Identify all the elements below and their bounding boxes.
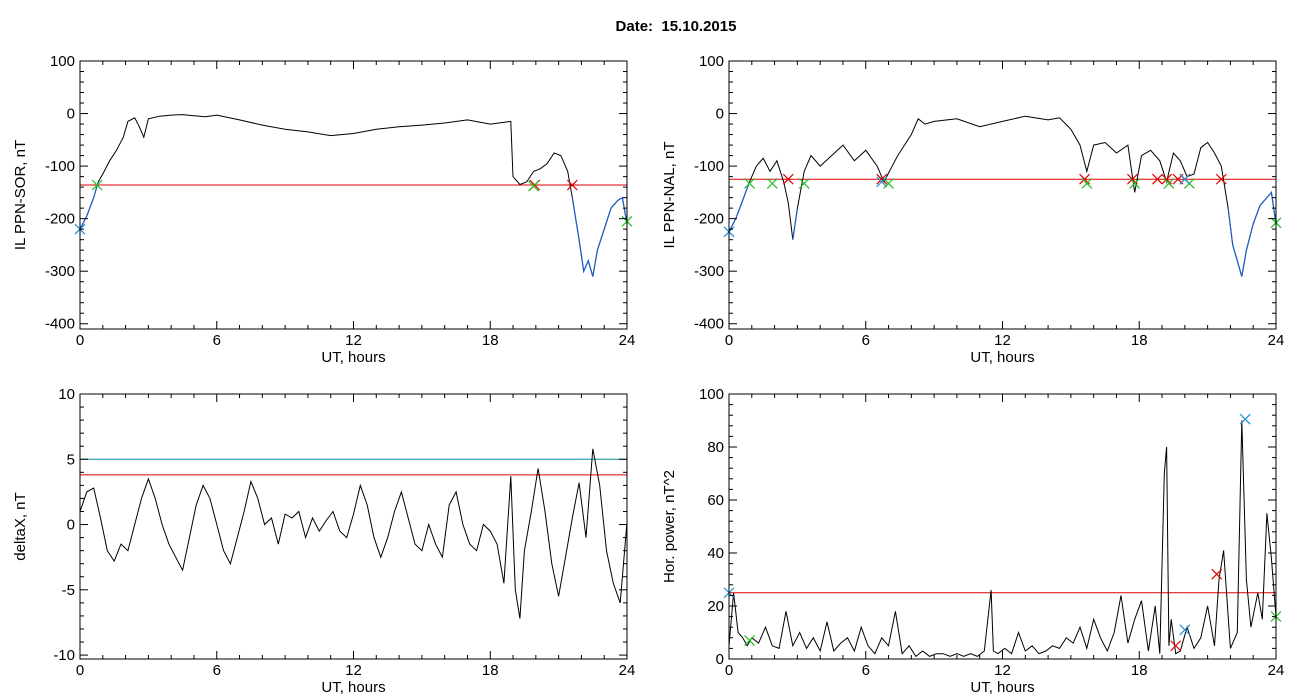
marker-green <box>883 178 894 189</box>
y-tick-label: -200 <box>694 211 724 228</box>
plot-frame <box>728 393 1277 660</box>
marker-green <box>528 180 539 192</box>
y-tick-label: 0 <box>716 651 724 668</box>
y-axis-label: IL PPN-SOR, nT <box>12 140 29 250</box>
marker-green <box>744 178 755 189</box>
x-axis-label: UT, hours <box>970 679 1034 696</box>
marker-green <box>91 179 103 191</box>
y-axis-label: IL PPN-NAL, nT <box>661 142 678 249</box>
x-axis-label: UT, hours <box>321 349 385 366</box>
marker-blue <box>1239 413 1251 425</box>
page-title: Date: 15.10.2015 <box>615 18 737 35</box>
series-line <box>728 420 1277 658</box>
x-tick-label: 6 <box>862 332 870 349</box>
series-segment-highlight <box>792 208 798 240</box>
y-tick-label: 10 <box>58 386 75 403</box>
x-tick-label: 12 <box>345 332 362 349</box>
series-line <box>79 448 628 619</box>
marker-green <box>744 635 755 646</box>
marker-green <box>766 178 778 189</box>
chart-panel-1: 0 6 12 18 24 100 0 -100 -200 -300 -400 UT, hours IL … <box>12 53 635 366</box>
x-tick-label: 18 <box>482 662 499 679</box>
marker-red <box>566 179 578 191</box>
x-axis-label: UT, hours <box>970 349 1034 366</box>
series-line <box>79 114 628 277</box>
marker-red <box>782 173 794 185</box>
y-tick-label: 0 <box>67 106 75 123</box>
x-tick-label: 18 <box>482 332 499 349</box>
series-line <box>728 115 1277 277</box>
x-tick-label: 0 <box>725 332 733 349</box>
y-tick-label: 60 <box>707 492 724 509</box>
x-tick-label: 12 <box>994 332 1011 349</box>
y-tick-label: 80 <box>707 439 724 456</box>
y-tick-label: 40 <box>707 545 724 562</box>
y-tick-label: 5 <box>67 451 75 468</box>
marker-blue <box>1179 173 1191 185</box>
x-tick-label: 24 <box>1268 332 1285 349</box>
chart-panel-3: 0 6 12 18 24 10 5 0 -5 -10 UT, hours deltaX, nT <box>12 386 635 696</box>
plot-frame <box>728 60 1277 330</box>
y-axis-label: deltaX, nT <box>12 492 29 560</box>
y-tick-label: 100 <box>699 53 724 70</box>
marker-red <box>1152 173 1163 185</box>
series-segment-highlight <box>1227 191 1277 277</box>
x-tick-label: 0 <box>725 662 733 679</box>
marker-green <box>798 178 810 189</box>
x-tick-label: 24 <box>619 332 636 349</box>
x-axis-label: UT, hours <box>321 679 385 696</box>
x-tick-label: 24 <box>1268 662 1285 679</box>
marker-blue <box>1179 624 1191 636</box>
y-tick-label: -200 <box>45 211 75 228</box>
y-axis-label: Hor. power, nT^2 <box>661 470 678 583</box>
y-tick-label: -400 <box>45 316 75 333</box>
y-tick-label: -300 <box>45 263 75 280</box>
marker-red <box>876 173 888 185</box>
plot-frame <box>79 393 628 660</box>
x-tick-label: 24 <box>619 662 636 679</box>
marker-red <box>1215 173 1227 185</box>
marker-green <box>1129 178 1141 189</box>
x-tick-label: 6 <box>862 662 870 679</box>
series-segment-highlight <box>571 196 628 277</box>
chart-panel-4: 0 6 12 18 24 100 80 60 40 20 0 UT, hours Hor. power,… <box>661 386 1284 696</box>
chart-panel-2: 0 6 12 18 24 100 0 -100 -200 -300 -400 UT, hours IL … <box>661 53 1284 366</box>
marker-green <box>1163 178 1175 189</box>
y-tick-label: 20 <box>707 598 724 615</box>
marker-red <box>1170 640 1182 652</box>
series-segment-highlight <box>79 181 99 230</box>
marker-red <box>1211 568 1223 580</box>
y-tick-label: 100 <box>50 53 75 70</box>
x-tick-label: 12 <box>994 662 1011 679</box>
y-tick-label: -5 <box>62 582 75 599</box>
x-tick-label: 0 <box>76 662 84 679</box>
x-tick-label: 18 <box>1131 332 1148 349</box>
y-tick-label: -400 <box>694 316 724 333</box>
x-tick-label: 12 <box>345 662 362 679</box>
y-tick-label: -100 <box>694 158 724 175</box>
x-tick-label: 18 <box>1131 662 1148 679</box>
plot-frame <box>79 60 628 330</box>
y-tick-label: 100 <box>699 386 724 403</box>
x-tick-label: 6 <box>213 332 221 349</box>
series-segment-highlight <box>728 181 751 233</box>
marker-green <box>1081 178 1093 189</box>
y-tick-label: -100 <box>45 158 75 175</box>
y-tick-label: -300 <box>694 263 724 280</box>
x-tick-label: 0 <box>76 332 84 349</box>
y-tick-label: 0 <box>716 106 724 123</box>
marker-blue <box>876 176 888 188</box>
x-tick-label: 6 <box>213 662 221 679</box>
y-tick-label: -10 <box>53 647 75 664</box>
y-tick-label: 0 <box>67 517 75 534</box>
